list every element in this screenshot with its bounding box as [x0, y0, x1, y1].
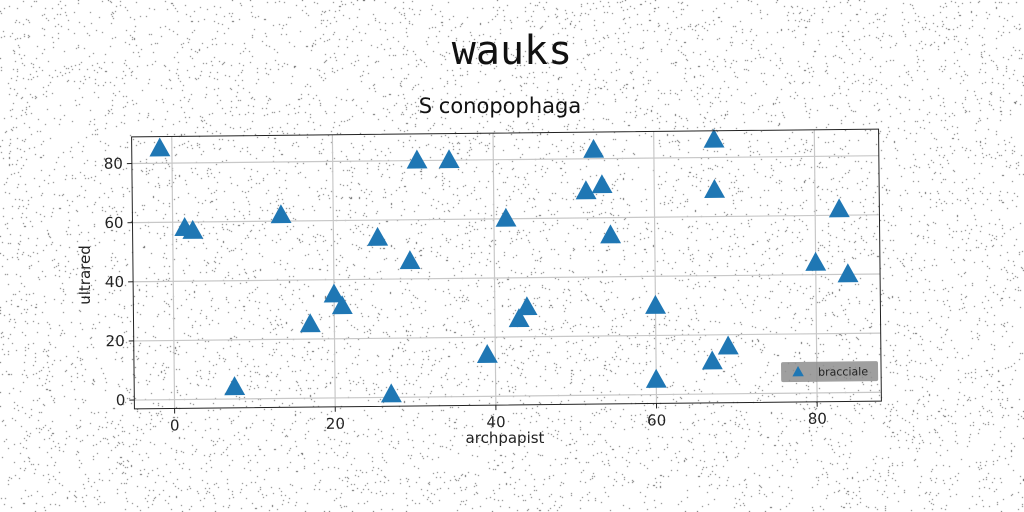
data-point: [575, 180, 597, 200]
y-tick-label: 20: [106, 332, 125, 350]
data-point: [703, 128, 725, 148]
x-tick-label: 80: [808, 410, 827, 428]
data-point: [516, 296, 538, 316]
data-point: [645, 294, 667, 314]
x-tick-label: 40: [486, 413, 505, 431]
legend-box: [781, 361, 879, 383]
data-point: [645, 368, 667, 388]
data-point: [406, 149, 428, 169]
grid-line-x: [492, 133, 497, 406]
grid-line-x: [331, 134, 336, 407]
data-point: [583, 138, 605, 158]
x-tick-label: 20: [326, 415, 345, 433]
chart-subtitle: S conopophaga: [418, 94, 582, 118]
data-point: [701, 350, 723, 370]
grid-line-y: [133, 273, 881, 283]
y-tick-label: 0: [116, 391, 126, 409]
x-axis-label: archpapist: [466, 429, 545, 447]
data-point: [805, 251, 827, 271]
grid-line-y: [131, 155, 879, 165]
x-tick-label: 0: [170, 416, 180, 434]
data-point: [182, 219, 204, 239]
data-point: [438, 149, 460, 169]
data-point: [149, 137, 171, 157]
data-point: [224, 376, 246, 396]
plot-frame: [131, 128, 882, 410]
grid-line-y: [133, 332, 881, 342]
data-point: [323, 283, 345, 303]
y-tick-label: 40: [105, 273, 124, 291]
y-axis-label: ultrared: [76, 245, 94, 305]
data-point: [495, 207, 517, 227]
grid-line-x: [171, 136, 176, 409]
plot-area: [132, 129, 882, 409]
data-point: [380, 383, 402, 403]
data-point: [591, 174, 613, 194]
data-point: [270, 204, 292, 224]
data-point: [399, 250, 421, 270]
data-point: [299, 313, 321, 333]
data-point: [367, 226, 389, 246]
data-point: [837, 263, 859, 283]
data-point: [828, 198, 850, 218]
chart-title: wauks: [451, 28, 573, 74]
grid-lines: [131, 129, 882, 409]
legend-label-bracciale: bracciale: [818, 365, 868, 379]
y-tick-label: 80: [104, 155, 123, 173]
data-point: [600, 224, 622, 244]
data-point: [717, 335, 739, 355]
grid-line-x: [653, 131, 658, 404]
y-tick-label: 60: [104, 214, 123, 232]
data-point: [704, 178, 726, 198]
data-point: [508, 308, 530, 328]
data-points: [149, 128, 859, 403]
y-axis-ticks: 0 20 40 60 80: [104, 155, 135, 409]
data-point: [476, 343, 498, 363]
grid-line-y: [134, 391, 882, 401]
x-axis-ticks: 0 20 40 60 80: [170, 401, 827, 435]
data-point: [331, 295, 353, 315]
x-tick-label: 60: [647, 411, 666, 429]
legend-marker-bracciale: [792, 365, 804, 377]
legend: bracciale: [781, 361, 879, 383]
